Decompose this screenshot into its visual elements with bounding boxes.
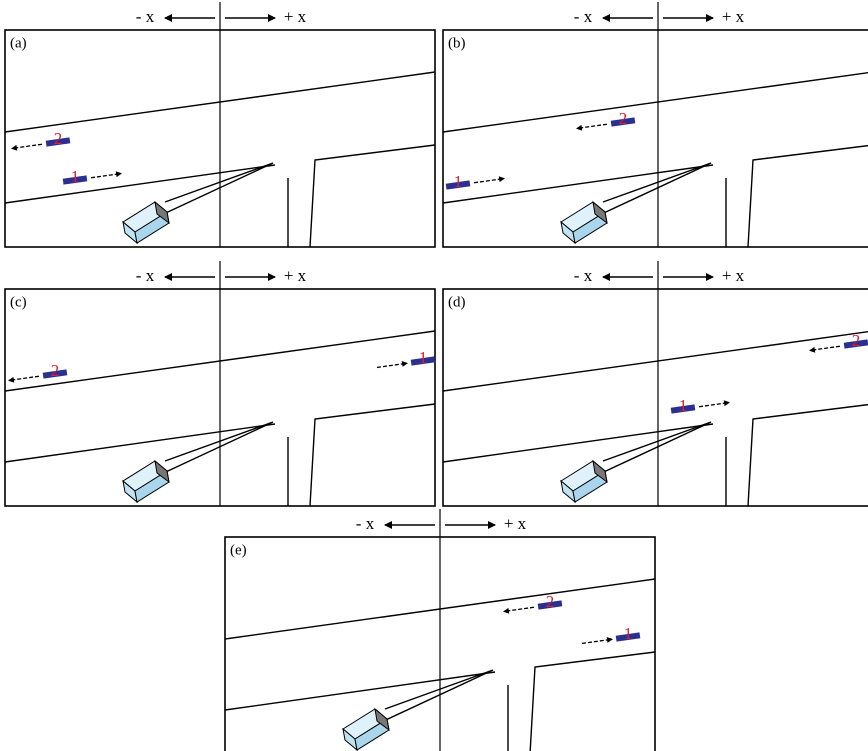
axis-minus-label: - x — [574, 266, 593, 285]
road-lower — [5, 424, 275, 462]
axis-plus-label: + x — [284, 266, 307, 285]
panel-label: (b) — [448, 35, 466, 51]
axis-minus-label: - x — [136, 7, 155, 26]
road-lower-right — [748, 404, 868, 506]
axis-plus-label: + x — [284, 7, 307, 26]
road-lower-right — [310, 145, 435, 247]
road-lower — [225, 672, 495, 710]
sensor-beam — [375, 670, 493, 725]
road-lower-right — [748, 145, 868, 247]
vehicle-direction — [582, 639, 612, 643]
panel: - x + x (d) 2 1 — [443, 261, 868, 506]
axis-plus-label: + x — [722, 7, 745, 26]
road-lower — [5, 165, 275, 203]
panel: - x + x (e) 2 1 — [225, 509, 655, 751]
sensor-beam — [155, 422, 273, 477]
panel-label: (c) — [10, 294, 27, 310]
vehicle-label: 1 — [419, 348, 428, 367]
axis-minus-label: - x — [574, 7, 593, 26]
vehicle-label: 2 — [619, 109, 628, 128]
road-lower-right — [530, 652, 655, 751]
panel: - x + x (a) 21 — [5, 2, 435, 247]
axis-minus-label: - x — [356, 514, 375, 533]
panel-frame — [443, 30, 868, 247]
vehicle-direction — [12, 144, 42, 148]
road-lower-right — [310, 404, 435, 506]
road-lower — [443, 165, 713, 203]
vehicle-direction — [474, 179, 504, 183]
sensor-beam — [593, 163, 711, 218]
vehicle-label: 2 — [546, 592, 555, 611]
panel: - x + x (c) 2 1 — [5, 261, 435, 506]
vehicle-label: 2 — [54, 129, 63, 148]
panel-label: (d) — [448, 294, 466, 310]
vehicle-direction — [699, 403, 729, 407]
vehicle-direction — [9, 376, 39, 380]
panel-label: (e) — [230, 542, 247, 558]
panel: - x + x (b) 1 2 — [443, 2, 868, 247]
vehicle-direction — [504, 607, 534, 611]
road-lower — [443, 424, 713, 462]
panel-label: (a) — [10, 35, 27, 51]
axis-plus-label: + x — [722, 266, 745, 285]
road-upper — [443, 331, 868, 391]
vehicle-direction — [91, 174, 121, 178]
sensor-beam — [155, 163, 273, 218]
road-upper — [443, 72, 868, 132]
vehicle-label: 1 — [624, 624, 633, 643]
vehicle-label: 2 — [852, 331, 861, 350]
vehicle-direction — [810, 346, 840, 350]
axis-plus-label: + x — [504, 514, 527, 533]
vehicle-direction — [577, 124, 607, 128]
vehicle-label: 2 — [51, 361, 60, 380]
figure: - x+ x(a)21- x+ x(b)12- x+ x(c)21- x+ x(… — [0, 0, 868, 751]
sensor-beam — [593, 422, 711, 477]
panel-frame — [443, 289, 868, 506]
vehicle-label: 1 — [679, 396, 688, 415]
vehicle-label: 1 — [71, 167, 80, 186]
vehicle-label: 1 — [454, 172, 463, 191]
vehicle-direction — [377, 363, 407, 367]
axis-minus-label: - x — [136, 266, 155, 285]
